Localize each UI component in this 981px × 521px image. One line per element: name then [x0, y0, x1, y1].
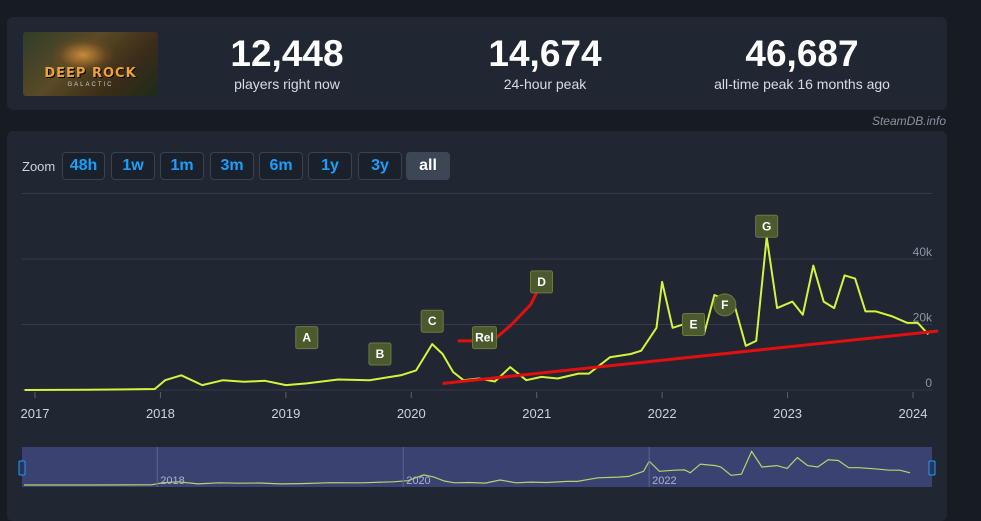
navigator-range: [22, 447, 932, 487]
logo-art: [53, 38, 113, 72]
event-marker-label: F: [721, 298, 728, 312]
event-marker-label: C: [428, 314, 437, 328]
x-tick-label: 2023: [773, 406, 802, 421]
event-marker-label: E: [689, 318, 697, 332]
event-marker-label: D: [537, 275, 546, 289]
event-marker: [295, 326, 319, 350]
players-now-value: 12,448: [230, 33, 344, 74]
x-tick-label: 2019: [271, 406, 300, 421]
zoom-3y-button[interactable]: 3y: [358, 152, 402, 180]
peak-24h-value: 14,674: [488, 33, 602, 74]
logo-title: DEEP ROCK: [44, 66, 137, 81]
x-tick-label: 2021: [522, 406, 551, 421]
stats-panel: [7, 17, 947, 110]
peak-24h-label: 24-hour peak: [503, 76, 587, 92]
zoom-label: Zoom: [22, 159, 56, 174]
zoom-6m-button[interactable]: 6m: [259, 152, 303, 180]
navigator-handle[interactable]: [928, 460, 936, 476]
event-marker-label: B: [376, 347, 385, 361]
x-tick-label: 2022: [648, 406, 677, 421]
navigator-label: 2018: [160, 475, 184, 487]
event-marker-label: A: [302, 331, 311, 345]
event-marker: [713, 293, 737, 317]
zoom-3m-button[interactable]: 3m: [210, 152, 254, 180]
zoom-1m-button[interactable]: 1m: [160, 152, 204, 180]
y-tick-label: 40k: [913, 245, 933, 259]
zoom-all-button[interactable]: all: [406, 152, 450, 180]
y-tick-label: 20k: [913, 311, 933, 325]
peak-24h-stat: 14,674 24-hour peak: [435, 33, 655, 93]
alltime-peak-stat: 46,687 all-time peak 16 months ago: [692, 33, 912, 93]
zoom-48h-button[interactable]: 48h: [62, 152, 105, 180]
x-tick-label: 2020: [397, 406, 426, 421]
x-tick-label: 2024: [899, 406, 928, 421]
event-marker: [420, 309, 444, 333]
navigator-handle[interactable]: [18, 460, 26, 476]
steamdb-credit[interactable]: SteamDB.info: [871, 114, 946, 128]
event-marker: [368, 342, 392, 366]
players-now-label: players right now: [234, 76, 340, 92]
event-marker-label: Rel: [475, 331, 494, 345]
event-marker-label: G: [762, 219, 771, 233]
navigator-label: 2022: [652, 475, 676, 487]
alltime-peak-value: 46,687: [745, 33, 859, 74]
navigator-line: [24, 450, 911, 486]
players-now-stat: 12,448 players right now: [177, 33, 397, 93]
zoom-1w-button[interactable]: 1w: [111, 152, 155, 180]
y-tick-label: 0: [925, 376, 932, 390]
alltime-peak-label: all-time peak 16 months ago: [714, 76, 890, 92]
trend-line-annotation: [442, 329, 939, 385]
player-count-line: [24, 236, 930, 391]
game-logo: DEEP ROCK GALACTIC: [23, 32, 158, 96]
event-marker: [682, 313, 705, 336]
x-tick-label: 2018: [146, 406, 175, 421]
event-marker: [471, 326, 497, 350]
logo-subtitle: GALACTIC: [67, 82, 114, 88]
event-marker: [530, 270, 554, 294]
x-tick-label: 2017: [21, 406, 50, 421]
zoom-1y-button[interactable]: 1y: [308, 152, 352, 180]
navigator-label: 2020: [406, 475, 430, 487]
event-marker: [755, 214, 779, 238]
